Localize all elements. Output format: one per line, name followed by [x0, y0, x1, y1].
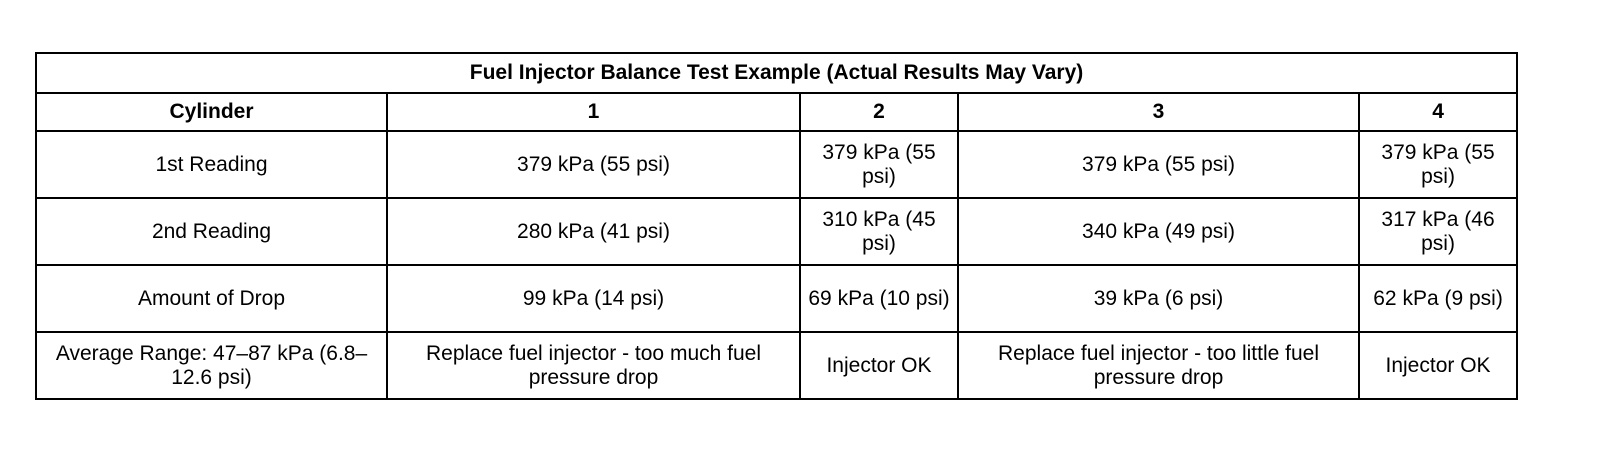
table-cell: Injector OK — [1357, 331, 1519, 400]
table-cell: Injector OK — [799, 331, 959, 400]
column-header-1: 1 — [386, 92, 801, 132]
table-cell: 310 kPa (45 psi) — [799, 197, 959, 266]
fuel-injector-balance-table: Fuel Injector Balance Test Example (Actu… — [34, 52, 1519, 400]
row-label: Amount of Drop — [35, 264, 388, 333]
table-title-row: Fuel Injector Balance Test Example (Actu… — [34, 52, 1519, 94]
table-cell: 99 kPa (14 psi) — [386, 264, 801, 333]
table-cell: 39 kPa (6 psi) — [957, 264, 1360, 333]
table-cell: 62 kPa (9 psi) — [1357, 264, 1519, 333]
table-title: Fuel Injector Balance Test Example (Actu… — [34, 52, 1519, 94]
table-cell: 317 kPa (46 psi) — [1357, 197, 1519, 266]
table-row: Amount of Drop 99 kPa (14 psi) 69 kPa (1… — [35, 264, 1519, 333]
table-cell: Replace fuel injector - too much fuel pr… — [386, 331, 801, 400]
row-label: Average Range: 47–87 kPa (6.8–12.6 psi) — [35, 331, 388, 400]
table-cell: Replace fuel injector - too little fuel … — [957, 331, 1360, 400]
table-cell: 280 kPa (41 psi) — [386, 197, 801, 266]
table-row: 2nd Reading 280 kPa (41 psi) 310 kPa (45… — [35, 197, 1519, 266]
table-cell: 379 kPa (55 psi) — [386, 130, 801, 199]
row-label: 2nd Reading — [35, 197, 388, 266]
row-label: 1st Reading — [35, 130, 388, 199]
table-header-row: Cylinder 1 2 3 4 — [35, 92, 1519, 132]
table-cell: 340 kPa (49 psi) — [957, 197, 1360, 266]
table-row: 1st Reading 379 kPa (55 psi) 379 kPa (55… — [35, 130, 1519, 199]
column-header-4: 4 — [1357, 92, 1519, 132]
column-header-2: 2 — [799, 92, 959, 132]
table-cell: 379 kPa (55 psi) — [799, 130, 959, 199]
table-row: Average Range: 47–87 kPa (6.8–12.6 psi) … — [35, 331, 1519, 400]
column-header-cylinder: Cylinder — [35, 92, 388, 132]
column-header-3: 3 — [957, 92, 1360, 132]
table-cell: 379 kPa (55 psi) — [1357, 130, 1519, 199]
table-cell: 379 kPa (55 psi) — [957, 130, 1360, 199]
table-cell: 69 kPa (10 psi) — [799, 264, 959, 333]
